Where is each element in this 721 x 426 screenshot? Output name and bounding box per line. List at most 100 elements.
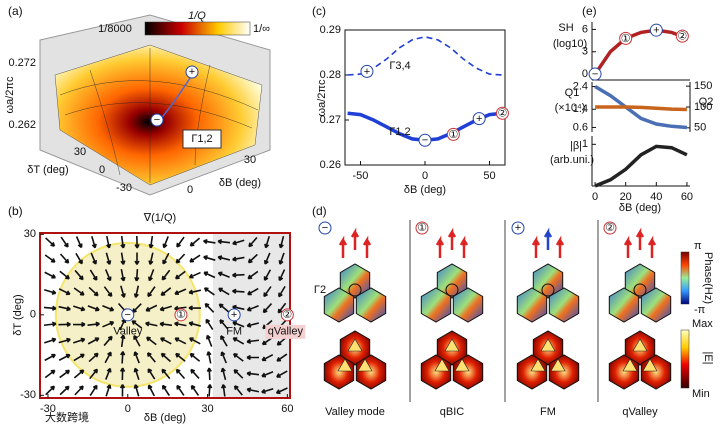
gradient-arrow <box>145 321 158 327</box>
state-marker: ① <box>448 129 458 141</box>
hexagon <box>640 287 672 323</box>
gradient-arrow <box>278 285 286 298</box>
gradient-arrow <box>206 367 212 381</box>
gradient-arrow <box>264 236 271 249</box>
gradient-arrow <box>58 321 71 328</box>
state-marker: ① <box>417 222 427 234</box>
gradient-arrow <box>133 335 141 347</box>
x-tick-label: 20 <box>620 191 632 203</box>
gradient-arrow <box>103 286 113 298</box>
gradient-arrow <box>278 235 285 249</box>
hexagon <box>339 263 371 299</box>
gradient-arrow <box>203 271 216 279</box>
gradient-arrow <box>146 336 157 346</box>
y-tick-label: 2.4 <box>573 80 588 92</box>
dipole-arrow <box>435 235 445 258</box>
gradient-arrow <box>175 368 186 380</box>
gradient-arrow <box>133 384 140 397</box>
state-point <box>649 23 663 37</box>
gradient-arrow <box>89 384 98 396</box>
state-point <box>360 64 374 78</box>
dipole-arrow <box>531 235 541 258</box>
gradient-arrow <box>134 235 140 249</box>
state-point <box>174 308 188 322</box>
field-triangle <box>357 358 373 372</box>
gradient-arrow <box>219 319 229 330</box>
series-line <box>595 105 687 112</box>
gradient-arrow <box>105 384 112 397</box>
y-axis-label: (log10) <box>553 38 587 50</box>
series-line <box>594 84 688 130</box>
gradient-arrow <box>232 256 245 262</box>
dipole-arrow <box>635 227 645 250</box>
gradient-arrow <box>60 236 69 248</box>
gradient-arrow <box>44 271 57 279</box>
dipole-arrow <box>350 227 360 250</box>
hexagon <box>548 287 580 323</box>
watermark: 大数跨境 <box>45 410 89 424</box>
series-name: Q1 <box>565 87 580 99</box>
field-ring <box>541 283 555 297</box>
hexagon <box>436 263 468 299</box>
gradient-arrow <box>218 303 230 313</box>
gradient-arrow <box>261 387 274 394</box>
state-marker-ring <box>603 221 617 235</box>
gradient-arrow <box>145 304 158 312</box>
state-label: qValley <box>268 326 304 338</box>
gradient-arrow <box>102 320 115 328</box>
x-tick-label: -50 <box>353 170 369 182</box>
x-axis-label: δB (deg) <box>619 202 661 214</box>
gradient-arrow <box>105 252 112 265</box>
series-name: Q2 <box>699 96 714 108</box>
dipole-arrow <box>555 235 565 258</box>
gradient-arrow <box>189 254 201 263</box>
state-marker-ring <box>318 221 332 235</box>
gradient-arrow <box>218 287 230 296</box>
gradient-arrow <box>43 321 57 327</box>
x-tick-label: -30 <box>40 403 56 415</box>
field-triangle <box>434 358 450 372</box>
gradient-arrow <box>43 305 57 311</box>
x-tick-label: 30 <box>244 154 256 166</box>
gradient-arrow <box>133 351 140 364</box>
state-label: FM <box>226 326 242 338</box>
y-tick-label: 30 <box>24 228 36 240</box>
gradient-arrow <box>161 368 171 380</box>
gradient-arrow <box>174 321 187 327</box>
mode-label: Valley mode <box>325 406 385 418</box>
gradient-arrow <box>120 351 126 364</box>
state-marker: ② <box>605 222 615 234</box>
y-axis-label: δT (deg) <box>12 294 24 335</box>
x-tick-label: 60 <box>281 403 293 415</box>
gradient-arrow <box>203 238 216 245</box>
hexagon <box>608 287 640 323</box>
gradient-arrow <box>45 385 56 396</box>
hexagon <box>516 287 548 323</box>
gradient-arrow <box>276 370 288 378</box>
gradient-arrow <box>263 252 271 265</box>
series-line <box>593 28 688 76</box>
gradient-arrow <box>134 252 140 265</box>
mode-label: FM <box>540 406 556 418</box>
gradient-arrow <box>120 285 126 298</box>
x-tick-label: 50 <box>483 170 495 182</box>
colorbar-min: Min <box>692 388 710 400</box>
gradient-arrow <box>147 368 156 380</box>
state-point <box>227 308 241 322</box>
gradient-arrow <box>88 352 99 363</box>
hexagon <box>420 287 452 323</box>
gradient-arrow <box>44 337 57 344</box>
gradient-arrow <box>89 269 98 281</box>
field-ring <box>348 283 362 297</box>
y2-tick-label: 100 <box>694 101 712 113</box>
colorbar-max: π <box>694 240 702 252</box>
gradient-arrow <box>58 288 71 296</box>
gradient-arrow <box>246 338 260 344</box>
y-tick-label: 0.29 <box>320 24 341 36</box>
gradient-arrow <box>263 269 272 281</box>
gradient-arrow <box>75 252 83 265</box>
gradient-arrow <box>59 253 70 264</box>
state-marker: − <box>322 222 328 234</box>
hexagon <box>452 287 484 323</box>
gradient-arrow <box>73 369 85 379</box>
